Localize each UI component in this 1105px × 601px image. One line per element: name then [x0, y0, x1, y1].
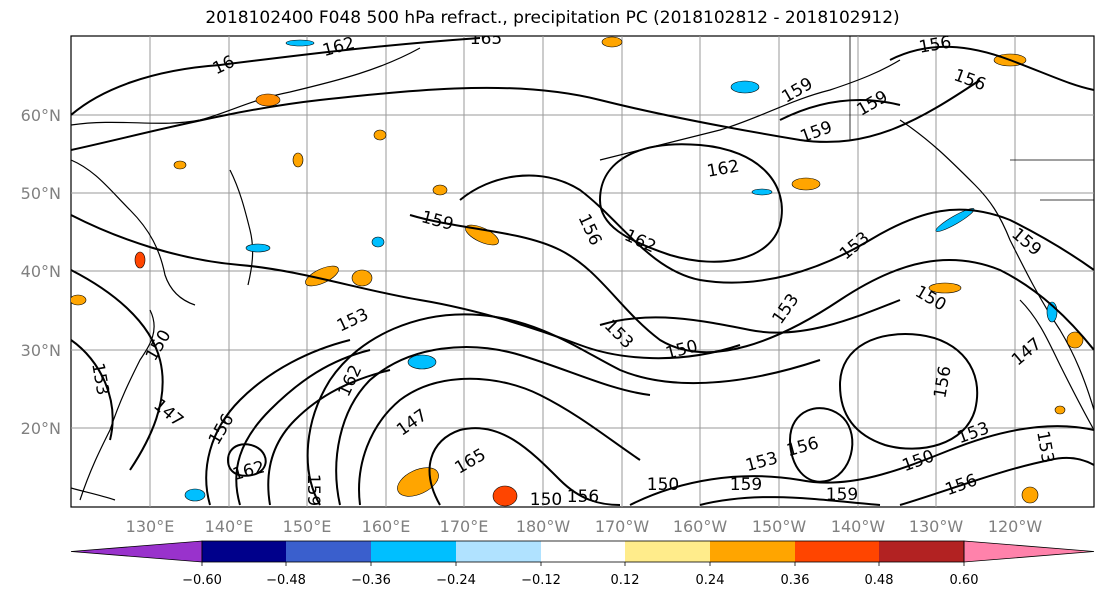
colorbar-bin [371, 541, 456, 562]
colorbar-bin [541, 541, 625, 562]
contour-label: 159 [730, 475, 762, 495]
lon-label: 150°W [752, 517, 807, 536]
contour-label: 156 [567, 487, 599, 507]
colorbar-tick-label: 0.36 [781, 573, 810, 588]
longitude-labels: 130°E 140°E 150°E 160°E 170°E 180°W 170°W 160°W… [126, 517, 1043, 536]
borders [849, 36, 1094, 201]
lon-label: 170°W [595, 517, 650, 536]
lon-label: 130°E [126, 517, 175, 536]
colorbar-tick-label: 0.60 [950, 573, 979, 588]
colorbar-bin [710, 541, 795, 562]
colorbar-tick-label: −0.24 [436, 573, 476, 588]
colorbar-bin [286, 541, 371, 562]
colorbar-tick-label: 0.48 [865, 573, 894, 588]
graticule [71, 36, 1094, 507]
colorbar-bin [70, 540, 203, 563]
colorbar-tick-labels: −0.60 −0.48 −0.36 −0.24 −0.12 0.12 0.24 0.36 0.4… [182, 562, 978, 588]
lon-label: 180°W [516, 517, 571, 536]
lon-label: 130°W [909, 517, 964, 536]
lon-label: 140°E [205, 517, 254, 536]
colorbar-tick-label: −0.12 [521, 573, 561, 588]
colorbar-tick-label: 0.24 [696, 573, 725, 588]
map-title: 2018102400 F048 500 hPa refract., precip… [205, 8, 900, 28]
colorbar [70, 540, 1095, 563]
colorbar-bin [879, 541, 964, 562]
contour-label: 159 [303, 474, 323, 506]
colorbar-tick-label: −0.48 [266, 573, 306, 588]
colorbar-tick-label: 0.12 [611, 573, 640, 588]
colorbar-bin [456, 541, 541, 562]
lon-label: 140°W [831, 517, 886, 536]
colorbar-bin [963, 540, 1095, 563]
colorbar-bin [795, 541, 879, 562]
lat-label: 40°N [21, 262, 61, 281]
contour-label: 165 [470, 29, 502, 49]
lon-label: 150°E [283, 517, 332, 536]
contour-label: 159 [826, 485, 858, 505]
colorbar-outline [201, 540, 965, 563]
latitude-labels: 60°N 50°N 40°N 30°N 20°N [21, 106, 61, 438]
lat-label: 50°N [21, 184, 61, 203]
lat-label: 60°N [21, 106, 61, 125]
lat-label: 30°N [21, 341, 61, 360]
colorbar-tick-label: −0.36 [351, 573, 391, 588]
contours [71, 37, 1094, 506]
contour-label: 150 [647, 475, 679, 495]
colorbar-bin [625, 541, 710, 562]
precip-patches [71, 36, 1084, 507]
contour-label: 156 [917, 32, 952, 57]
lon-label: 120°W [988, 517, 1043, 536]
colorbar-bin [202, 541, 286, 562]
lat-label: 20°N [21, 419, 61, 438]
colorbar-tick-label: −0.60 [182, 573, 222, 588]
lon-label: 160°W [673, 517, 728, 536]
contour-label: 150 [530, 490, 562, 510]
lon-label: 160°E [362, 517, 411, 536]
lon-label: 170°E [440, 517, 489, 536]
